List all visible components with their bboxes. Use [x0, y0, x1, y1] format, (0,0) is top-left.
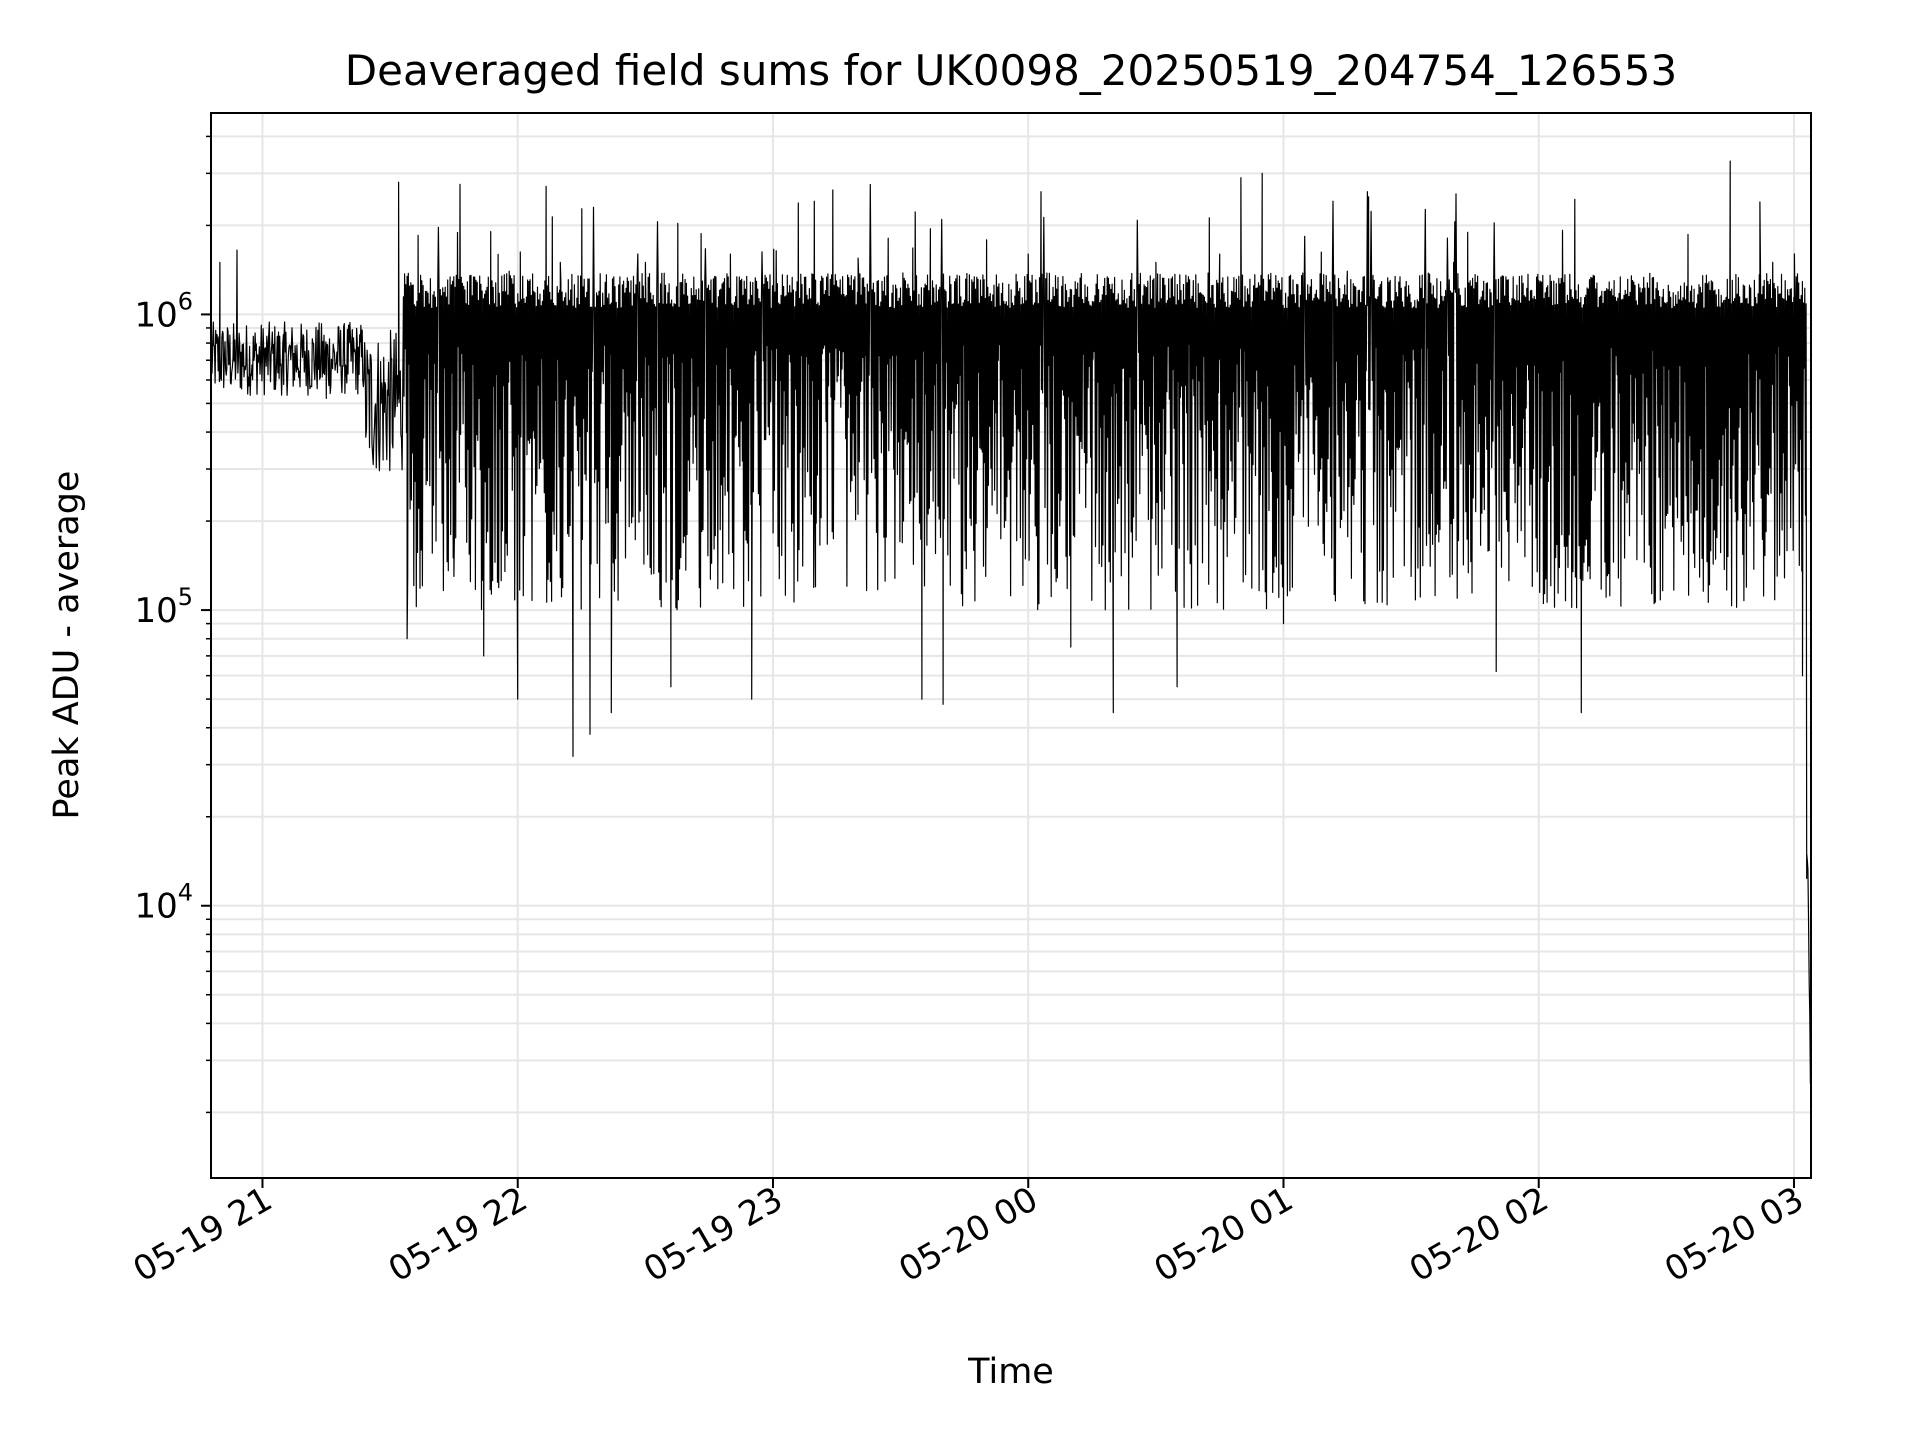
series-line: [210, 160, 1812, 1101]
series-layer: [210, 160, 1812, 1101]
chart-title: Deaveraged field sums for UK0098_2025051…: [345, 46, 1677, 95]
y-tick-label: 105: [134, 583, 193, 631]
x-axis-label: Time: [967, 1352, 1054, 1392]
y-tick-label: 104: [134, 879, 193, 927]
y-axis: 104 105 106: [134, 135, 211, 1114]
y-axis-label: Peak ADU - average: [47, 471, 87, 820]
y-tick-label: 106: [134, 287, 193, 335]
plot-frame: [210, 112, 1812, 1179]
